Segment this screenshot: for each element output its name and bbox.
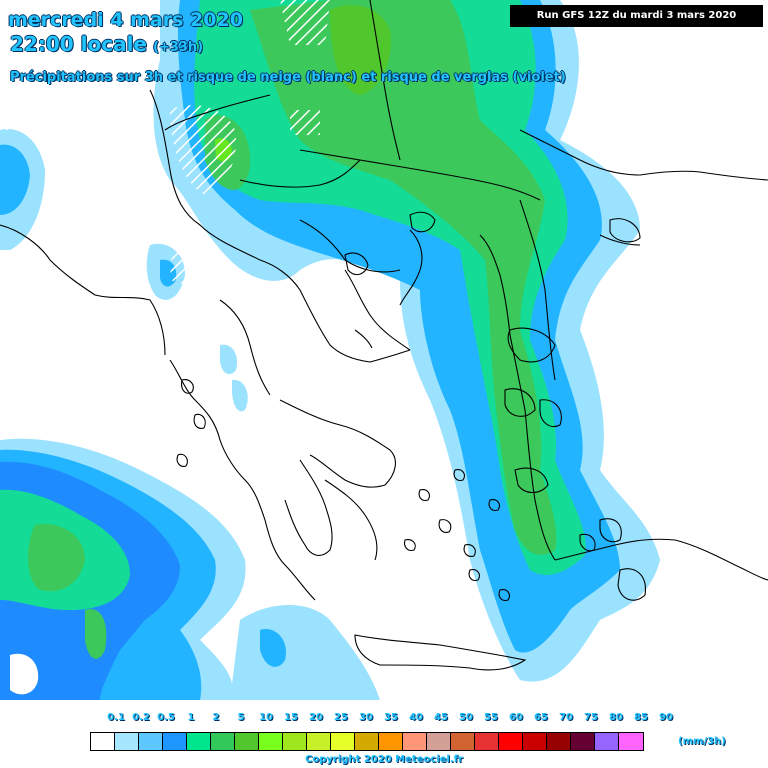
snow-risk-hatching (0, 0, 330, 285)
legend-tick-label: 10 (259, 712, 273, 723)
legend-tick-label: 40 (409, 712, 423, 723)
forecast-time: 22:00 locale (+33h) (10, 32, 203, 56)
legend-tick-label: 70 (559, 712, 573, 723)
legend-unit: (mm/3h) (678, 736, 726, 747)
coastlines (169, 211, 768, 671)
local-time: 22:00 locale (10, 32, 147, 56)
legend-tick-label: 0.2 (132, 712, 150, 723)
north-precip-zone (153, 0, 660, 682)
legend-tick-label: 75 (584, 712, 598, 723)
legend-swatch (331, 733, 355, 750)
legend-tick-label: 0.5 (157, 712, 175, 723)
legend-swatch (139, 733, 163, 750)
country-borders (0, 0, 768, 396)
legend-tick-label: 85 (634, 712, 648, 723)
legend-tick-label: 1 (187, 712, 195, 723)
legend-tick-label: 55 (484, 712, 498, 723)
legend-tick-label: 0.1 (107, 712, 125, 723)
legend-swatch (259, 733, 283, 750)
legend-tick-label: 2 (212, 712, 220, 723)
legend-tick-label: 50 (459, 712, 473, 723)
legend-swatch (499, 733, 523, 750)
southwest-precip-zone (0, 438, 380, 700)
legend-tick-label: 35 (384, 712, 398, 723)
legend-tick-label: 60 (509, 712, 523, 723)
legend-swatch (547, 733, 571, 750)
legend-swatch (451, 733, 475, 750)
legend-swatch (235, 733, 259, 750)
legend-swatch (307, 733, 331, 750)
copyright-notice: Copyright 2020 Meteociel.fr (305, 754, 463, 765)
legend-swatch (571, 733, 595, 750)
legend-tick-label: 65 (534, 712, 548, 723)
legend-tick-label: 45 (434, 712, 448, 723)
legend-swatch (523, 733, 547, 750)
legend-tick-label: 15 (284, 712, 298, 723)
legend-tick-label: 30 (359, 712, 373, 723)
legend-swatch (595, 733, 619, 750)
legend-tick-label: 5 (237, 712, 245, 723)
legend-swatch (475, 733, 499, 750)
legend-swatch (355, 733, 379, 750)
legend-swatch (187, 733, 211, 750)
legend-swatch (427, 733, 451, 750)
legend-tick-label: 90 (659, 712, 673, 723)
forecast-offset: (+33h) (153, 40, 204, 55)
legend-swatch (163, 733, 187, 750)
legend-tick-label: 80 (609, 712, 623, 723)
forecast-date: mercredi 4 mars 2020 (8, 9, 243, 31)
legend-swatch (211, 733, 235, 750)
legend-swatch (619, 733, 643, 750)
legend-tick-label: 20 (309, 712, 323, 723)
legend-swatch (115, 733, 139, 750)
legend-swatches (90, 732, 644, 751)
west-precip-patches (0, 129, 248, 412)
map-description: Précipitations sur 3h et risque de neige… (10, 70, 566, 85)
run-label: Run GFS 12Z du mardi 3 mars 2020 (510, 5, 763, 27)
legend-swatch (379, 733, 403, 750)
legend-swatch (91, 733, 115, 750)
legend-swatch (283, 733, 307, 750)
legend-swatch (403, 733, 427, 750)
legend-tick-label: 25 (334, 712, 348, 723)
